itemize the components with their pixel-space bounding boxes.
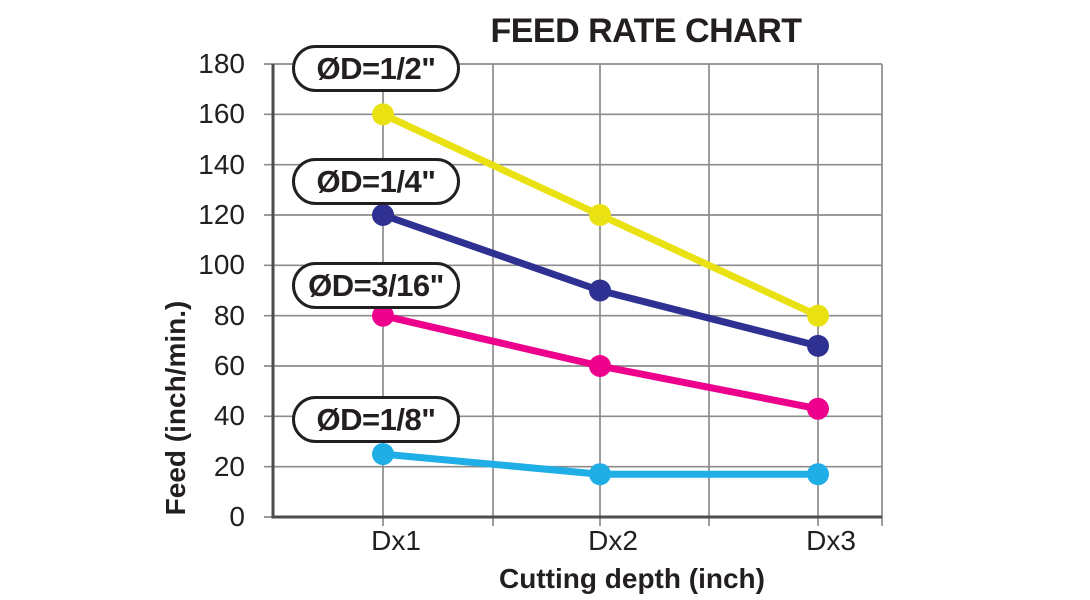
x-axis-title: Cutting depth (inch) — [499, 563, 765, 594]
x-tick-label: Dx3 — [806, 525, 856, 556]
data-point-series-1 — [807, 334, 829, 357]
data-point-series-1 — [589, 279, 611, 302]
y-tick-label: 140 — [198, 148, 245, 180]
y-tick-label: 180 — [198, 48, 245, 79]
data-point-series-1 — [372, 204, 394, 226]
y-tick-label: 0 — [229, 501, 245, 532]
data-point-series-0 — [807, 304, 829, 327]
series-callout-3-16-inch: ØD=3/16" — [292, 262, 460, 309]
y-tick-label: 120 — [198, 199, 245, 230]
series-label: ØD=1/4" — [316, 163, 436, 199]
data-point-series-2 — [372, 304, 394, 327]
series-callout-eighth-inch: ØD=1/8" — [292, 396, 460, 443]
data-point-series-3 — [807, 463, 829, 486]
y-tick-label: 60 — [213, 350, 245, 381]
y-tick-label: 80 — [213, 299, 245, 331]
data-point-series-0 — [372, 103, 394, 126]
data-point-series-0 — [589, 204, 611, 226]
series-callout-half-inch: ØD=1/2" — [292, 45, 460, 92]
x-tick-label: Dx2 — [588, 525, 638, 556]
chart-title: FEED RATE CHART — [490, 12, 802, 50]
y-tick-label: 40 — [213, 400, 245, 432]
y-tick-label: 160 — [198, 98, 245, 130]
series-callout-quarter-inch: ØD=1/4" — [292, 158, 460, 205]
data-point-series-3 — [372, 443, 394, 466]
data-point-series-2 — [807, 397, 829, 420]
data-point-series-3 — [589, 463, 611, 486]
y-tick-label: 20 — [213, 450, 245, 482]
x-tick-label: Dx1 — [371, 525, 421, 556]
series-label: ØD=3/16" — [308, 267, 444, 303]
y-tick-label: 100 — [198, 249, 245, 281]
series-label: ØD=1/8" — [316, 401, 436, 437]
data-point-series-2 — [589, 355, 611, 377]
series-label: ØD=1/2" — [316, 50, 436, 86]
